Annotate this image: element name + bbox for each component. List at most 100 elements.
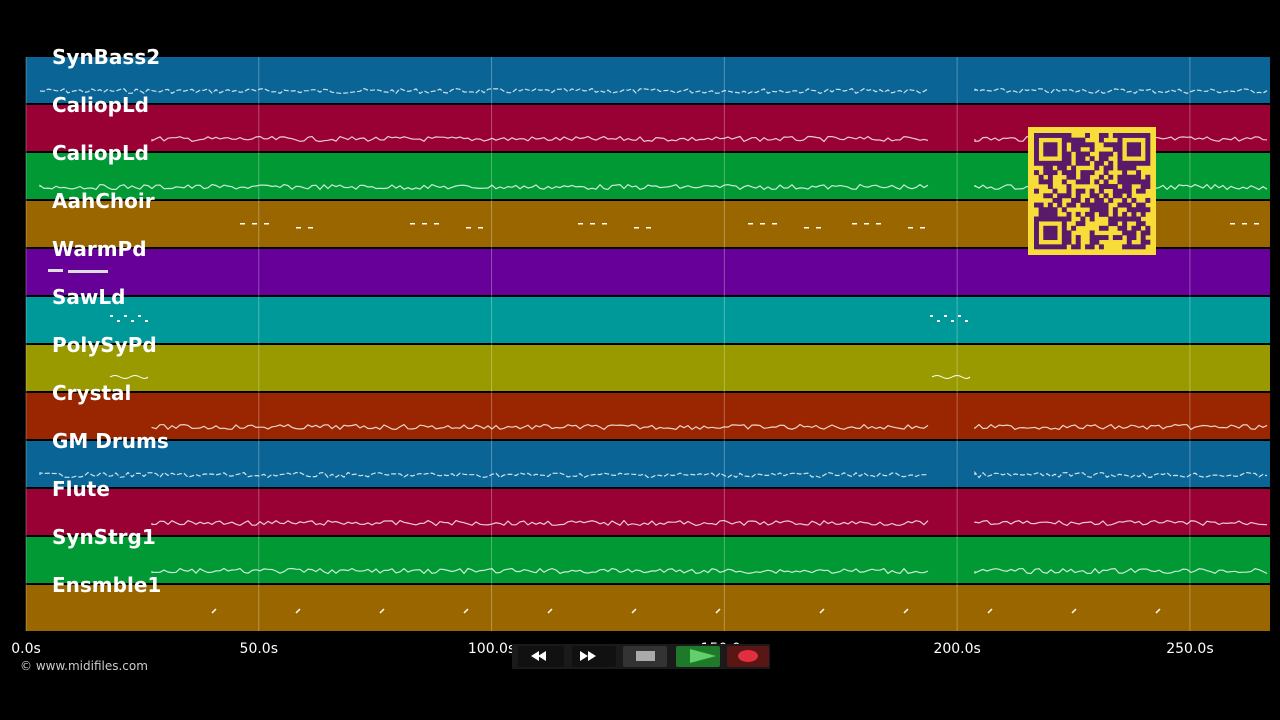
qr-cell <box>1136 133 1142 138</box>
qr-cell <box>1145 184 1151 189</box>
qr-cell <box>1145 239 1151 245</box>
qr-cell <box>1122 225 1128 231</box>
qr-cell <box>1126 184 1132 189</box>
qr-cell <box>1112 188 1118 194</box>
qr-cell <box>1145 133 1151 138</box>
note <box>296 227 301 229</box>
qr-cell <box>1122 202 1128 208</box>
qr-cell <box>1071 244 1077 250</box>
qr-cell <box>1038 211 1044 217</box>
qr-cell <box>1034 133 1039 138</box>
qr-cell <box>1126 244 1132 250</box>
qr-cell <box>1094 207 1100 213</box>
qr-cell <box>1052 197 1058 203</box>
qr-cell <box>1043 216 1049 222</box>
qr-cell <box>1038 244 1044 250</box>
qr-cell <box>1043 179 1049 185</box>
note <box>68 270 108 273</box>
qr-cell <box>1122 179 1128 185</box>
qr-cell <box>1061 216 1067 222</box>
qr-cell <box>1117 146 1123 152</box>
qr-cell <box>1071 197 1077 203</box>
qr-cell <box>1140 239 1146 245</box>
qr-cell <box>1131 235 1137 241</box>
qr-cell <box>1145 179 1151 185</box>
qr-cell <box>1038 216 1044 222</box>
note <box>478 227 483 229</box>
qr-cell <box>1066 156 1072 162</box>
qr-cell <box>1103 184 1109 189</box>
qr-cell <box>1066 170 1072 176</box>
qr-cell <box>1052 188 1058 194</box>
note <box>903 608 909 614</box>
note <box>145 320 148 322</box>
qr-cell <box>1108 165 1114 171</box>
qr-cell <box>1136 188 1142 194</box>
qr-cell <box>1117 133 1123 138</box>
qr-cell <box>1075 221 1081 227</box>
qr-cell <box>1057 160 1063 166</box>
qr-cell <box>1126 235 1132 241</box>
qr-cell <box>1103 165 1109 171</box>
note <box>1155 608 1161 614</box>
note <box>816 227 821 229</box>
qr-cell <box>1112 184 1118 189</box>
qr-cell <box>1066 211 1072 217</box>
qr-cell <box>1131 142 1137 148</box>
icon <box>738 650 758 662</box>
qr-cell <box>1122 165 1128 171</box>
qr-cell <box>1094 165 1100 171</box>
qr-cell <box>1098 225 1104 231</box>
qr-cell <box>1126 188 1132 194</box>
qr-cell <box>1061 170 1067 176</box>
qr-cell <box>1061 146 1067 152</box>
qr-cell <box>1089 188 1095 194</box>
qr-cell <box>1085 170 1090 176</box>
qr-cell <box>1145 151 1151 157</box>
note <box>631 608 637 614</box>
qr-cell <box>1126 216 1132 222</box>
note <box>466 227 471 229</box>
qr-cell <box>1061 207 1067 213</box>
track-lane <box>26 489 1270 535</box>
qr-cell <box>1038 160 1044 166</box>
qr-cell <box>1066 184 1072 189</box>
qr-cell <box>1075 197 1081 203</box>
qr-cell <box>1136 170 1142 176</box>
qr-cell <box>1103 225 1109 231</box>
qr-cell <box>1122 221 1128 227</box>
qr-cell <box>1052 160 1058 166</box>
track-lane <box>26 585 1270 631</box>
qr-cell <box>1103 170 1109 176</box>
qr-cell <box>1126 179 1132 185</box>
qr-cell <box>1047 207 1053 213</box>
note <box>937 320 940 322</box>
qr-cell <box>1043 133 1049 138</box>
qr-cell <box>1080 151 1086 157</box>
qr-cell <box>1043 211 1049 217</box>
note <box>930 315 933 317</box>
qr-cell <box>1034 221 1039 227</box>
qr-cell <box>1131 179 1137 185</box>
notes <box>931 375 971 379</box>
qr-cell <box>1145 137 1151 143</box>
note <box>410 223 415 225</box>
qr-cell <box>1052 146 1058 152</box>
qr-cell <box>1061 193 1067 199</box>
qr-cell <box>1052 211 1058 217</box>
qr-cell <box>1057 216 1063 222</box>
track-name: GM Drums <box>52 429 169 453</box>
qr-cell <box>1108 151 1114 157</box>
qr-cell <box>1085 133 1090 138</box>
qr-cell <box>1117 156 1123 162</box>
qr-cell <box>1108 174 1114 180</box>
qr-cell <box>1140 244 1146 250</box>
qr-cell <box>1047 151 1053 157</box>
qr-cell <box>1122 170 1128 176</box>
qr-cell <box>1126 165 1132 171</box>
note <box>602 223 607 225</box>
qr-cell <box>1080 221 1086 227</box>
qr-cell <box>1057 197 1063 203</box>
qr-cell <box>1061 244 1067 250</box>
qr-cell <box>1131 197 1137 203</box>
